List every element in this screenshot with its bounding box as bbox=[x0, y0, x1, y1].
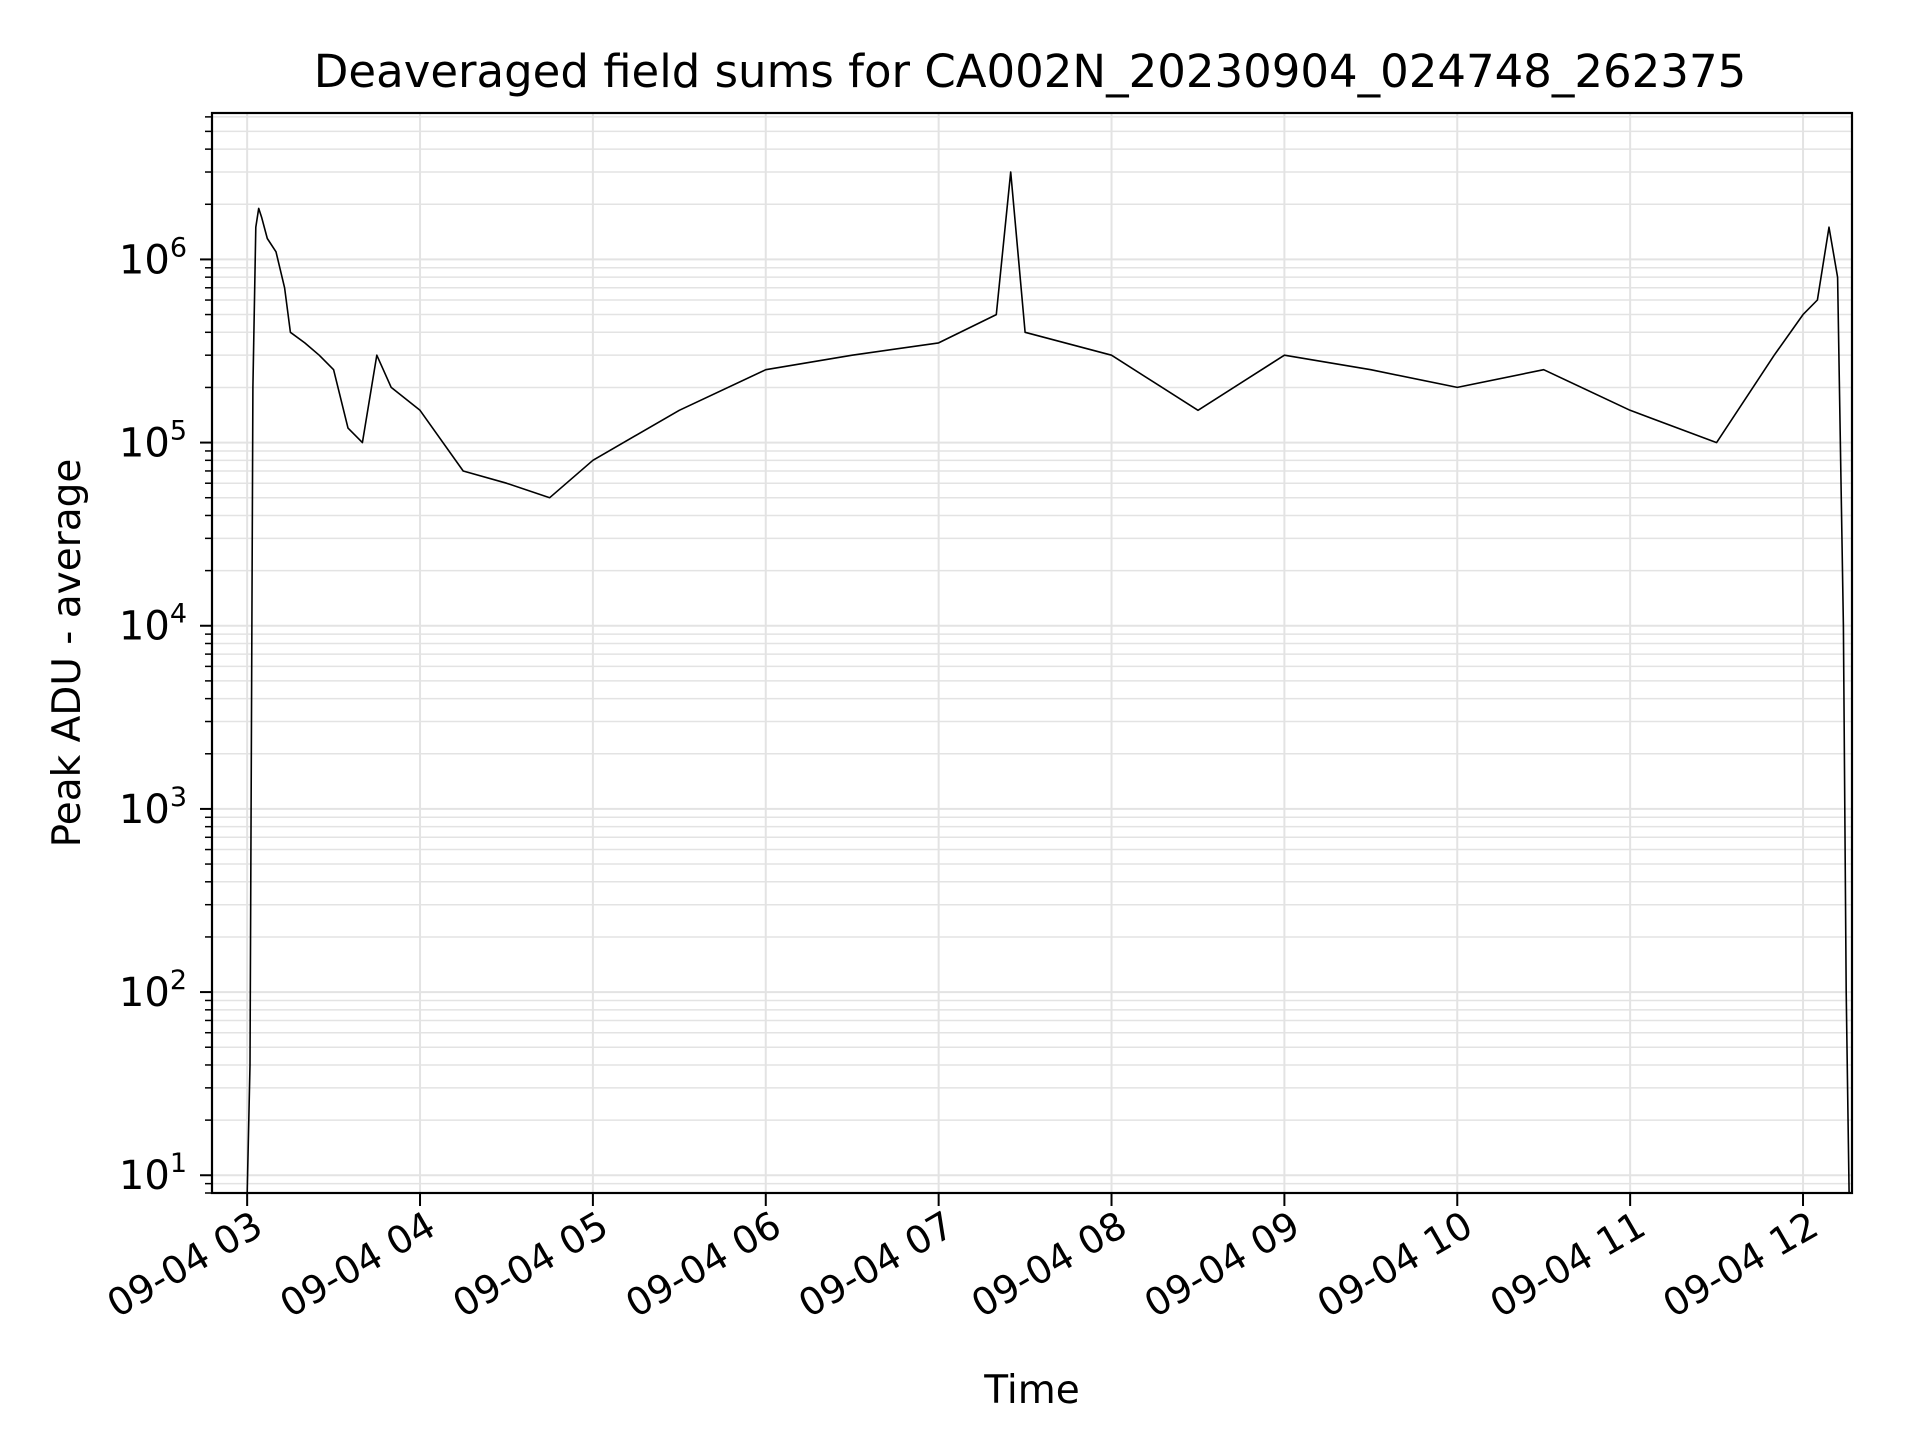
plot-frame bbox=[210, 111, 1854, 1195]
grid-lines bbox=[212, 113, 1852, 1194]
y-tick-label: 103 bbox=[119, 782, 187, 833]
y-tick-label: 102 bbox=[119, 965, 187, 1016]
y-tick-label: 105 bbox=[119, 416, 187, 467]
y-tick-label: 101 bbox=[119, 1148, 187, 1199]
y-axis-label: Peak ADU - average bbox=[45, 459, 90, 848]
series-line bbox=[246, 171, 1850, 1194]
x-axis-label: Time bbox=[983, 1368, 1079, 1413]
series-layer bbox=[246, 171, 1850, 1194]
y-tick-label: 104 bbox=[119, 599, 187, 650]
chart-title: Deaveraged field sums for CA002N_2023090… bbox=[314, 45, 1746, 98]
y-tick-label: 106 bbox=[119, 232, 187, 283]
y-axis: 101 102 103 104 105 106 bbox=[119, 116, 212, 1199]
plot-area bbox=[210, 111, 1854, 1195]
